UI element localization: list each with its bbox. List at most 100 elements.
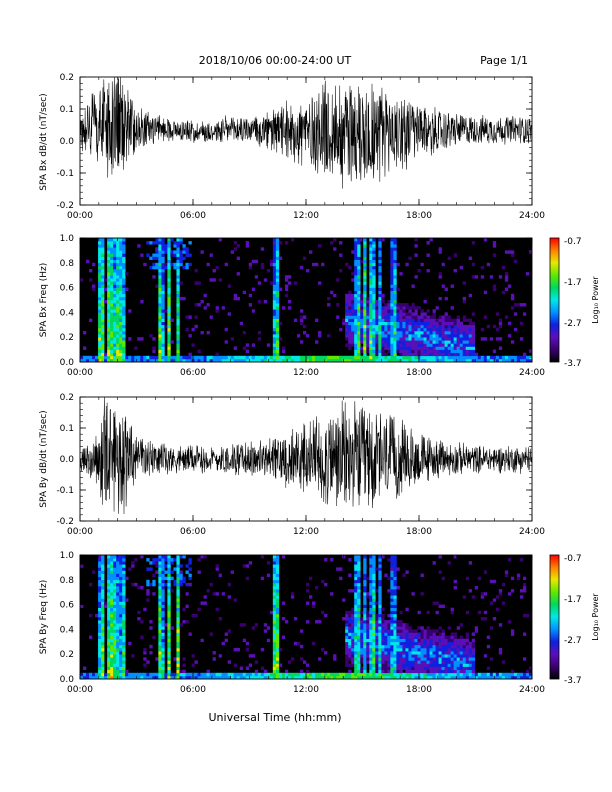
spectrogram-cell [110, 644, 114, 649]
spectrogram-cell [438, 272, 442, 276]
spectrogram-cell [233, 346, 237, 350]
spectrogram-cell [122, 250, 126, 254]
spectrogram-cell [257, 355, 262, 360]
spectrogram-cell [426, 648, 430, 652]
spectrogram-cell [438, 626, 442, 630]
spectrogram-cell [393, 564, 397, 568]
spectrogram-cell [525, 358, 530, 363]
spectrogram-cell [435, 334, 439, 338]
spectrogram-cell [369, 598, 373, 602]
spectrogram-cell [293, 641, 298, 646]
spectrogram-cell [179, 241, 183, 245]
spectrogram-cell [164, 623, 168, 627]
spectrogram-cell [408, 648, 412, 652]
spectrogram-cell [321, 648, 325, 652]
spectrogram-cell [110, 238, 114, 242]
spectrogram-cell [176, 256, 180, 260]
spectrogram-cell [98, 570, 102, 574]
spectrogram-cell [363, 300, 367, 304]
spectrogram-cell [366, 623, 370, 627]
spectrogram-cell [381, 607, 385, 612]
spectrogram-cell [510, 629, 515, 633]
spectrogram-cell [275, 293, 280, 298]
spectrogram-cell [164, 244, 168, 248]
spectrogram-cell [260, 355, 265, 360]
spectrogram-cell [525, 675, 530, 680]
spectrogram-cell [119, 309, 123, 313]
spectrogram-cell [351, 629, 355, 633]
spectrogram-cell [372, 269, 376, 273]
spectrogram-cell [519, 675, 524, 680]
spectrogram-cell [378, 262, 382, 267]
spectrogram-cell [351, 321, 355, 326]
spectrogram-cell [351, 651, 355, 655]
spectrogram-cell [357, 576, 361, 581]
spectrogram-cell [83, 331, 87, 335]
spectrogram-cell [119, 250, 123, 254]
spectrogram-cell [378, 278, 382, 282]
y-tick-label: 0.2 [60, 333, 74, 343]
spectrogram-cell [408, 331, 412, 335]
spectrogram-cell [119, 327, 123, 332]
spectrogram-cell [260, 675, 265, 680]
spectrogram-cell [119, 589, 123, 593]
spectrogram-cell [176, 586, 180, 590]
spectrogram-cell [167, 290, 171, 295]
spectrogram-cell [260, 648, 265, 652]
spectrogram-cell [411, 651, 415, 655]
spectrogram-cell [333, 293, 337, 298]
y-tick-label: 0.6 [60, 601, 75, 611]
spectrogram-cell [402, 660, 406, 664]
spectrogram-cell [275, 306, 280, 310]
spectrogram-cell [284, 293, 289, 298]
spectrogram-cell [372, 318, 376, 322]
spectrogram-cell [122, 300, 126, 304]
spectrogram-cell [290, 675, 295, 680]
spectrogram-cell [137, 244, 141, 248]
spectrogram-cell [459, 334, 463, 338]
spectrogram-cell [176, 284, 180, 288]
spectrogram-cell [272, 318, 277, 322]
spectrogram-cell [149, 355, 153, 360]
colorbar-bottom-tick: -0.7 [564, 554, 582, 564]
spectrogram-cell [315, 586, 319, 590]
spectrogram-cell [498, 355, 503, 360]
spectrogram-cell [348, 663, 352, 667]
spectrogram-cell [369, 303, 373, 307]
spectrogram-cell [450, 318, 454, 322]
spectrogram-cell [101, 272, 105, 276]
spectrogram-cell [98, 312, 102, 316]
spectrogram-cell [378, 321, 382, 326]
spectrogram-cell [113, 601, 117, 605]
spectrogram-cell [402, 648, 406, 652]
spectrogram-cell [363, 293, 367, 298]
spectrogram-cell [275, 567, 280, 571]
spectrogram-cell [182, 247, 186, 251]
spectrogram-cell [426, 663, 430, 667]
spectrogram-cell [393, 610, 397, 615]
spectrogram-cell [357, 269, 361, 273]
spectrogram-cell [116, 666, 120, 670]
spectrogram-cell [263, 629, 268, 633]
spectrogram-cell [158, 259, 162, 264]
spectrogram-cell [435, 340, 439, 344]
spectrogram-cell [107, 241, 111, 245]
spectrogram-cell [390, 253, 394, 257]
spectrogram-cell [393, 613, 397, 618]
spectrogram-cell [492, 244, 497, 248]
spectrogram-cell [372, 610, 376, 615]
spectrogram-cell [272, 290, 277, 295]
spectrogram-cell [393, 343, 397, 347]
spectrogram-cell [284, 355, 289, 360]
spectrogram-cell [152, 262, 156, 267]
spectrogram-cell [98, 284, 102, 288]
spectrogram-cell [119, 352, 123, 357]
spectrogram-cell [206, 262, 210, 267]
spectrogram-cell [272, 669, 277, 674]
spectrogram-cell [363, 256, 367, 260]
spectrogram-cell [378, 672, 382, 677]
spectrogram-cell [456, 337, 460, 341]
spectrogram-cell [122, 327, 126, 332]
spectrogram-cell [278, 672, 283, 677]
spectrogram-cell [363, 355, 367, 360]
